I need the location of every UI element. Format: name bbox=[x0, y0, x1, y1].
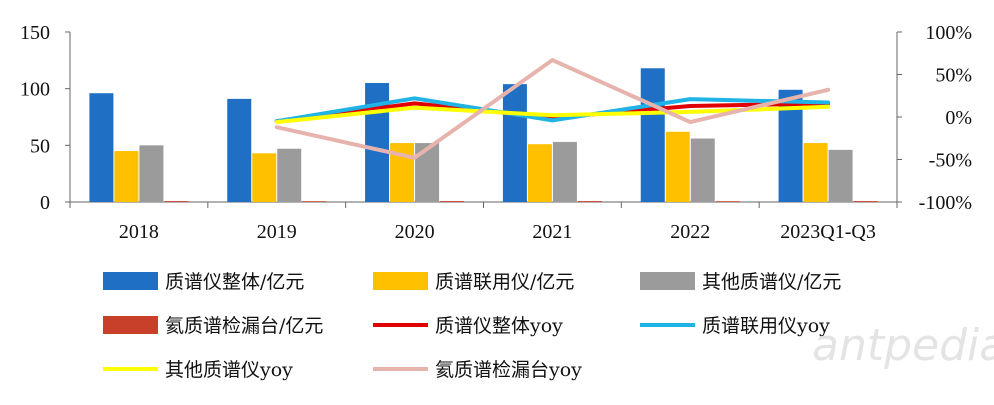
bar bbox=[853, 201, 878, 202]
bar bbox=[803, 143, 828, 202]
legend-swatch bbox=[103, 316, 158, 334]
tick-labels: 0 50 100 150 -100% -50% 0% 50% 100% 2018 2019 2020 2… bbox=[20, 22, 972, 243]
legend-label: 质谱联用仪yoy bbox=[702, 315, 830, 337]
x-tick-label: 2018 bbox=[119, 221, 159, 243]
bar bbox=[690, 138, 715, 202]
yoy-lines bbox=[274, 58, 831, 160]
bar bbox=[440, 201, 465, 202]
bar bbox=[502, 84, 527, 202]
bar bbox=[89, 93, 114, 202]
bar bbox=[552, 141, 577, 202]
bar bbox=[577, 201, 602, 202]
legend-label: 质谱仪整体yoy bbox=[435, 315, 563, 337]
legend-label: 其他质谱仪/亿元 bbox=[702, 271, 841, 293]
bar bbox=[164, 201, 189, 202]
bar bbox=[114, 151, 139, 202]
x-tick-label: 2023Q1-Q3 bbox=[780, 221, 876, 243]
bar bbox=[415, 143, 440, 202]
yoy-line bbox=[274, 101, 831, 124]
bar bbox=[640, 68, 665, 203]
legend-swatch bbox=[373, 272, 428, 290]
watermark-text: antpedia bbox=[812, 320, 994, 371]
x-tick-label: 2020 bbox=[395, 221, 435, 243]
x-tick-label: 2021 bbox=[532, 221, 572, 243]
bar bbox=[527, 144, 552, 202]
bar bbox=[665, 131, 690, 202]
left-tick-label: 100 bbox=[20, 79, 50, 101]
right-tick-label: -100% bbox=[919, 192, 972, 214]
bar bbox=[365, 83, 390, 202]
legend-label: 氦质谱检漏台yoy bbox=[435, 359, 582, 381]
legend-swatch bbox=[640, 272, 695, 290]
right-tick-label: -50% bbox=[929, 150, 972, 172]
legend-label: 质谱仪整体/亿元 bbox=[165, 271, 304, 293]
x-tick-label: 2022 bbox=[670, 221, 710, 243]
bar bbox=[252, 153, 277, 202]
right-tick-label: 100% bbox=[925, 22, 972, 44]
bar bbox=[715, 201, 740, 202]
x-tick-label: 2019 bbox=[257, 221, 297, 243]
bar bbox=[227, 98, 252, 202]
yoy-line bbox=[274, 58, 831, 160]
axes bbox=[65, 31, 902, 208]
bar bbox=[828, 149, 853, 202]
bars bbox=[89, 68, 878, 203]
legend-swatch bbox=[103, 272, 158, 290]
left-tick-label: 0 bbox=[40, 192, 50, 214]
legend-label: 其他质谱仪yoy bbox=[165, 359, 293, 381]
legend-label: 质谱联用仪/亿元 bbox=[435, 271, 574, 293]
bar bbox=[139, 145, 164, 202]
legend-label: 氦质谱检漏台/亿元 bbox=[165, 315, 323, 337]
right-tick-label: 0% bbox=[945, 107, 972, 129]
bar bbox=[302, 201, 327, 202]
left-tick-label: 50 bbox=[30, 135, 50, 157]
bar bbox=[277, 148, 302, 202]
yoy-line bbox=[274, 96, 831, 124]
left-tick-label: 150 bbox=[20, 22, 50, 44]
right-tick-label: 50% bbox=[935, 65, 972, 87]
